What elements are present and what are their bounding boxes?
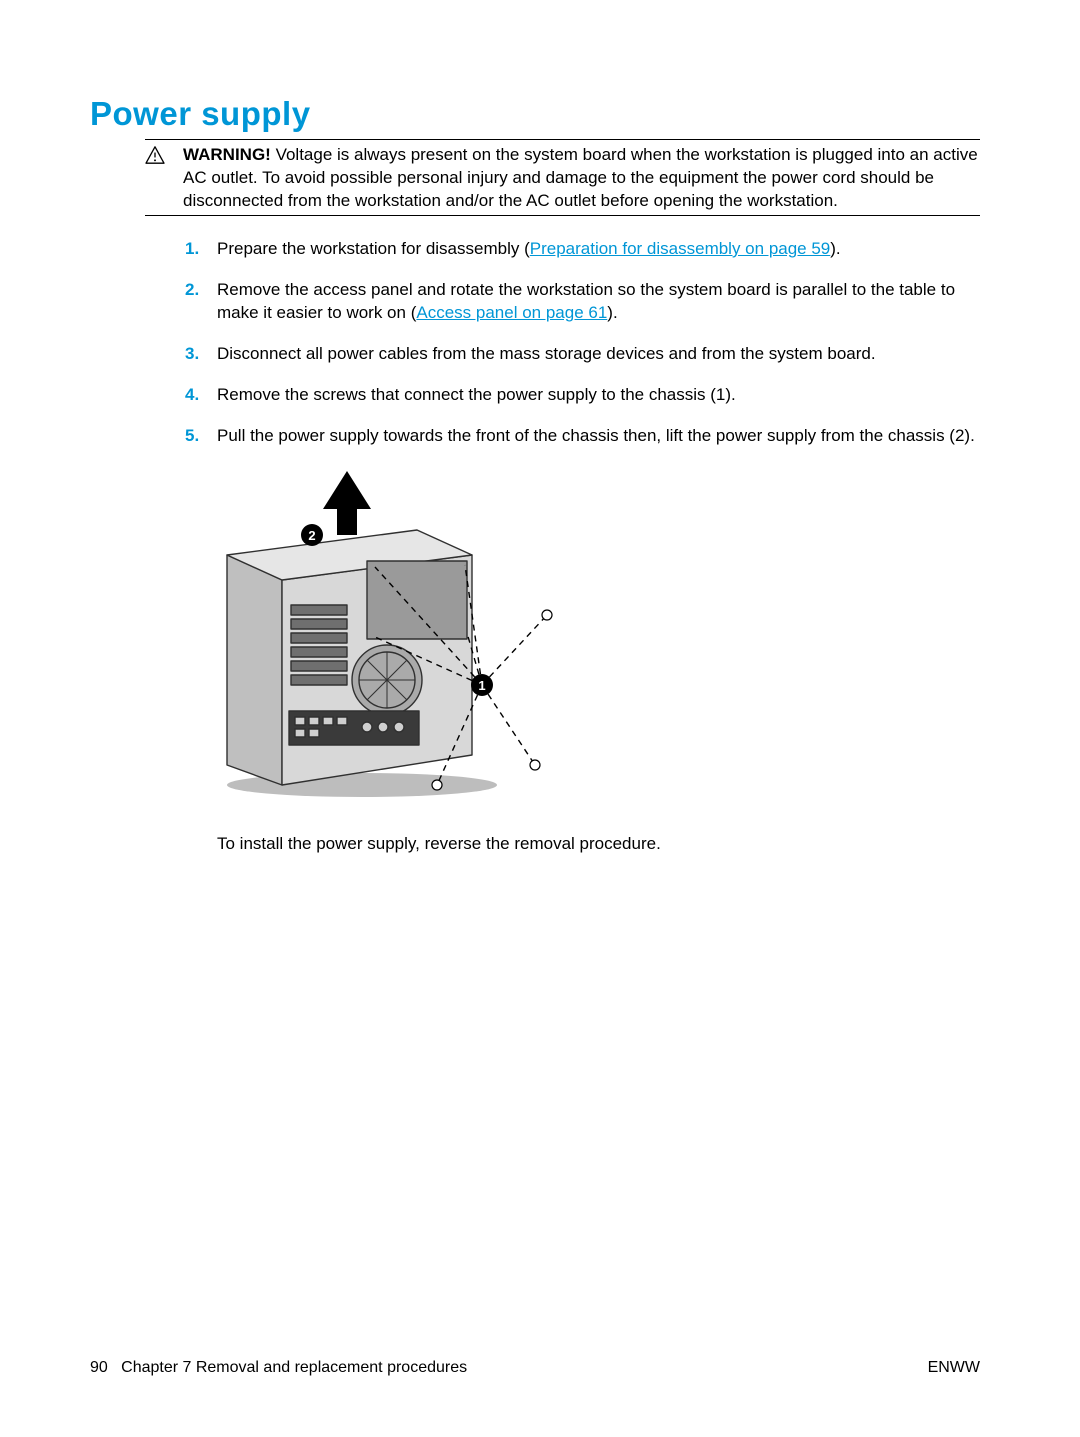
closing-note: To install the power supply, reverse the… [217, 834, 980, 854]
rule-top [145, 139, 980, 140]
warning-triangle-icon [145, 146, 165, 164]
page: Power supply WARNING! Voltage is always … [0, 0, 1080, 1437]
section-heading: Power supply [90, 95, 980, 133]
step-text: Pull the power supply towards the front … [217, 426, 975, 445]
step-number: 3. [185, 343, 199, 366]
xref-link[interactable]: Access panel on page 61 [416, 303, 607, 322]
step-text: Prepare the workstation for disassembly … [217, 239, 530, 258]
step-5: 5. Pull the power supply towards the fro… [185, 425, 980, 448]
xref-link[interactable]: Preparation for disassembly on page 59 [530, 239, 831, 258]
figure: 1 2 [217, 465, 980, 810]
footer-left: 90 Chapter 7 Removal and replacement pro… [90, 1359, 467, 1377]
footer-right: ENWW [928, 1359, 980, 1377]
svg-text:2: 2 [308, 528, 315, 543]
step-text-after: ). [607, 303, 617, 322]
step-number: 2. [185, 279, 199, 302]
warning-label: WARNING! [183, 145, 271, 164]
step-text: Remove the screws that connect the power… [217, 385, 736, 404]
step-text: Disconnect all power cables from the mas… [217, 344, 876, 363]
lift-arrow-icon [323, 471, 371, 535]
step-text-after: ). [830, 239, 840, 258]
warning-block: WARNING! Voltage is always present on th… [145, 144, 980, 216]
footer-chapter: Chapter 7 Removal and replacement proced… [121, 1359, 467, 1376]
step-1: 1. Prepare the workstation for disassemb… [185, 238, 980, 261]
svg-text:1: 1 [478, 678, 485, 693]
step-number: 4. [185, 384, 199, 407]
step-number: 5. [185, 425, 199, 448]
page-number: 90 [90, 1359, 108, 1376]
callout-1-icon: 1 [471, 674, 493, 696]
warning-body: Voltage is always present on the system … [183, 145, 978, 210]
page-footer: 90 Chapter 7 Removal and replacement pro… [90, 1359, 980, 1377]
step-3: 3. Disconnect all power cables from the … [185, 343, 980, 366]
warning-text: WARNING! Voltage is always present on th… [183, 144, 980, 213]
callout-2-icon: 2 [301, 524, 323, 546]
step-2: 2. Remove the access panel and rotate th… [185, 279, 980, 325]
procedure-steps: 1. Prepare the workstation for disassemb… [185, 238, 980, 448]
step-4: 4. Remove the screws that connect the po… [185, 384, 980, 407]
power-supply-illustration-icon: 1 2 [217, 465, 572, 805]
step-number: 1. [185, 238, 199, 261]
